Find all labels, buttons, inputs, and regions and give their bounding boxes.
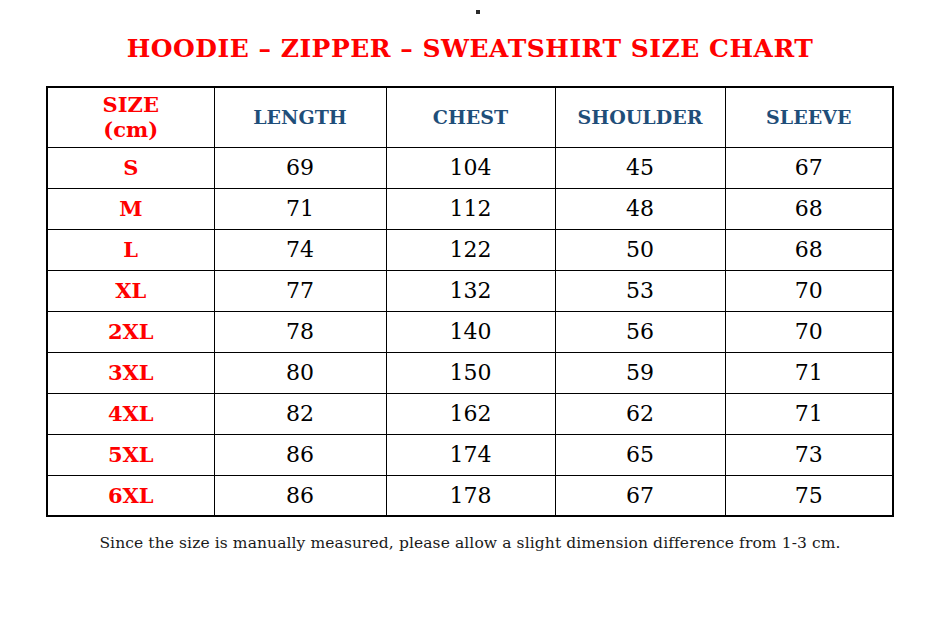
shoulder-cell: 53: [555, 270, 725, 311]
table-row-m: M 71 112 48 68: [47, 188, 893, 229]
size-cell: 5XL: [47, 434, 214, 475]
chest-cell: 112: [386, 188, 555, 229]
column-header-length: LENGTH: [214, 87, 386, 147]
size-cell: 2XL: [47, 311, 214, 352]
shoulder-cell: 45: [555, 147, 725, 188]
sleeve-cell: 68: [725, 229, 893, 270]
sleeve-cell: 73: [725, 434, 893, 475]
table-row-l: L 74 122 50 68: [47, 229, 893, 270]
chest-cell: 122: [386, 229, 555, 270]
chest-cell: 162: [386, 393, 555, 434]
shoulder-cell: 67: [555, 475, 725, 516]
column-header-shoulder: SHOULDER: [555, 87, 725, 147]
sleeve-cell: 70: [725, 311, 893, 352]
table-row-3xl: 3XL 80 150 59 71: [47, 352, 893, 393]
table-row-xl: XL 77 132 53 70: [47, 270, 893, 311]
chest-cell: 104: [386, 147, 555, 188]
table-header-row: SIZE (cm) LENGTH CHEST SHOULDER SLEEVE: [47, 87, 893, 147]
size-cell: 4XL: [47, 393, 214, 434]
shoulder-cell: 62: [555, 393, 725, 434]
column-header-sleeve: SLEEVE: [725, 87, 893, 147]
chest-cell: 140: [386, 311, 555, 352]
chest-cell: 150: [386, 352, 555, 393]
length-cell: 78: [214, 311, 386, 352]
table-row-2xl: 2XL 78 140 56 70: [47, 311, 893, 352]
shoulder-cell: 65: [555, 434, 725, 475]
table-row-6xl: 6XL 86 178 67 75: [47, 475, 893, 516]
length-cell: 74: [214, 229, 386, 270]
length-cell: 80: [214, 352, 386, 393]
tiny-dot-mark: [476, 10, 480, 14]
length-cell: 86: [214, 434, 386, 475]
length-cell: 71: [214, 188, 386, 229]
size-header-unit: (cm): [48, 117, 214, 143]
table-row-s: S 69 104 45 67: [47, 147, 893, 188]
sleeve-cell: 75: [725, 475, 893, 516]
sleeve-cell: 67: [725, 147, 893, 188]
length-cell: 69: [214, 147, 386, 188]
length-cell: 86: [214, 475, 386, 516]
page-title: HOODIE – ZIPPER – SWEATSHIRT SIZE CHART: [0, 34, 940, 64]
sleeve-cell: 71: [725, 352, 893, 393]
measurement-note: Since the size is manually measured, ple…: [0, 534, 940, 552]
size-column-header: SIZE (cm): [47, 87, 214, 147]
size-chart-table: SIZE (cm) LENGTH CHEST SHOULDER SLEEVE S…: [46, 86, 894, 517]
shoulder-cell: 59: [555, 352, 725, 393]
shoulder-cell: 56: [555, 311, 725, 352]
column-header-chest: CHEST: [386, 87, 555, 147]
shoulder-cell: 50: [555, 229, 725, 270]
size-chart-page: HOODIE – ZIPPER – SWEATSHIRT SIZE CHART …: [0, 0, 940, 623]
table-row-4xl: 4XL 82 162 62 71: [47, 393, 893, 434]
table-row-5xl: 5XL 86 174 65 73: [47, 434, 893, 475]
chest-cell: 174: [386, 434, 555, 475]
size-header-label: SIZE: [48, 92, 214, 118]
length-cell: 82: [214, 393, 386, 434]
length-cell: 77: [214, 270, 386, 311]
sleeve-cell: 68: [725, 188, 893, 229]
size-cell: M: [47, 188, 214, 229]
size-cell: S: [47, 147, 214, 188]
sleeve-cell: 71: [725, 393, 893, 434]
size-cell: L: [47, 229, 214, 270]
sleeve-cell: 70: [725, 270, 893, 311]
chest-cell: 132: [386, 270, 555, 311]
size-cell: 3XL: [47, 352, 214, 393]
size-cell: XL: [47, 270, 214, 311]
chest-cell: 178: [386, 475, 555, 516]
size-cell: 6XL: [47, 475, 214, 516]
shoulder-cell: 48: [555, 188, 725, 229]
